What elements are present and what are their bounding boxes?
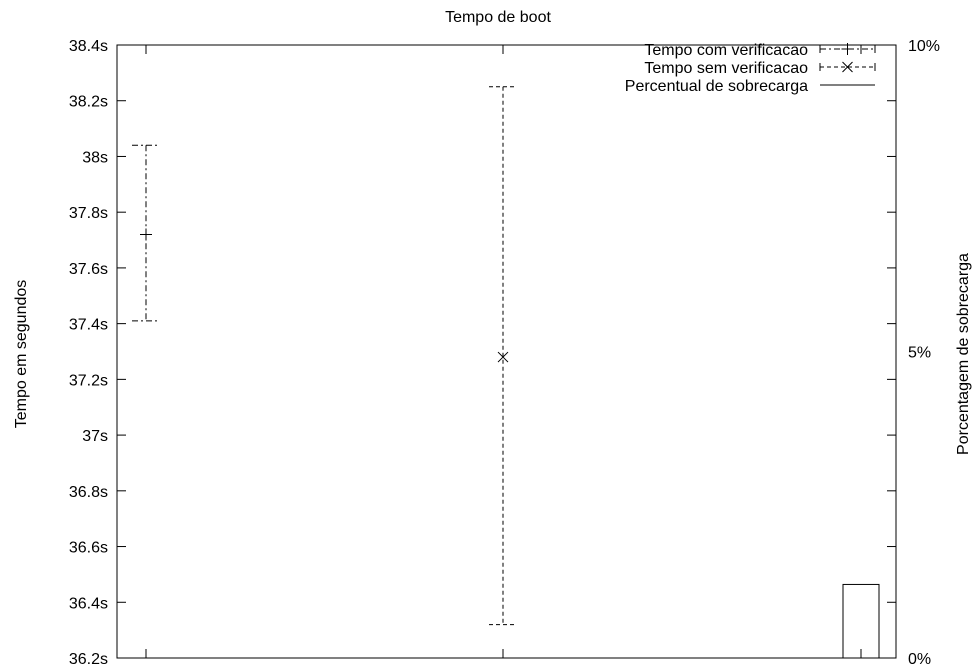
- overhead-bar: [842, 583, 880, 659]
- y-tick-label: 36.6s: [69, 540, 108, 557]
- y-tick-label: 36.4s: [69, 595, 108, 612]
- errorbar-series-0: [132, 144, 160, 322]
- legend-item-1: Tempo sem verificacao: [644, 60, 876, 77]
- errorbar-series-1: [489, 86, 517, 626]
- y2-tick-label: 5%: [908, 345, 931, 362]
- y2-tick-label: 10%: [908, 38, 940, 55]
- y-tick-label: 37.2s: [69, 372, 108, 389]
- legend-sample-marker: [842, 61, 853, 73]
- legend-label: Tempo sem verificacao: [644, 60, 808, 77]
- y-tick-label: 38.4s: [69, 38, 108, 55]
- y2-tick-label: 0%: [908, 651, 931, 668]
- chart-title: Tempo de boot: [445, 9, 551, 26]
- data-point-marker: [140, 228, 152, 241]
- y-tick-label: 37.6s: [69, 261, 108, 278]
- y-tick-label: 37.8s: [69, 205, 108, 222]
- legend-item-2: Percentual de sobrecarga: [625, 78, 875, 95]
- legend-label: Percentual de sobrecarga: [625, 78, 808, 95]
- y-tick-label: 36.2s: [69, 651, 108, 668]
- y-tick-label: 37s: [82, 428, 108, 445]
- y-tick-label: 37.4s: [69, 317, 108, 334]
- legend-sample-marker: [841, 43, 854, 55]
- data-point-marker: [497, 351, 509, 363]
- plot-frame: [116, 44, 897, 659]
- y-tick-label: 38.2s: [69, 94, 108, 111]
- y-axis-label: Tempo em segundos: [13, 280, 30, 429]
- y-tick-label: 38s: [82, 149, 108, 166]
- legend-label: Tempo com verificacao: [644, 42, 808, 59]
- y-tick-label: 36.8s: [69, 484, 108, 501]
- y2-axis-label: Porcentagem de sobrecarga: [955, 253, 972, 455]
- legend-item-0: Tempo com verificacao: [644, 42, 876, 59]
